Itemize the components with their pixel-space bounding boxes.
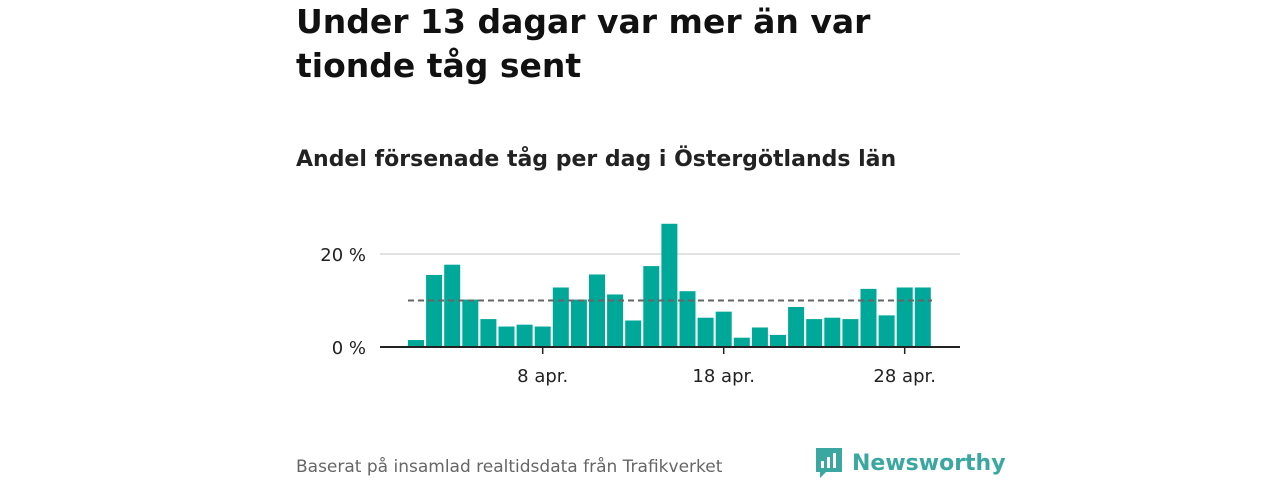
bar <box>570 299 587 347</box>
bar <box>408 340 424 347</box>
x-tick-label: 28 apr. <box>873 366 936 387</box>
bar <box>679 291 696 347</box>
bar <box>534 326 551 347</box>
bar <box>643 266 660 347</box>
bar <box>426 274 443 347</box>
bar <box>552 287 569 347</box>
bar <box>788 307 805 347</box>
x-tick-label: 18 apr. <box>692 366 755 387</box>
bar <box>860 288 877 347</box>
page-title: Under 13 dagar var mer än var tionde tåg… <box>296 2 871 85</box>
brand-name: Newsworthy <box>852 450 1006 476</box>
bar <box>607 294 624 347</box>
bar <box>625 320 642 347</box>
source-note: Baserat på insamlad realtidsdata från Tr… <box>296 457 723 477</box>
bar <box>914 287 931 347</box>
y-tick-label: 0 % <box>332 338 366 359</box>
bar <box>444 264 461 347</box>
chart-subtitle: Andel försenade tåg per dag i Östergötla… <box>296 147 897 172</box>
bar <box>751 327 768 347</box>
bar <box>498 326 515 347</box>
x-tick-label: 8 apr. <box>517 366 568 387</box>
bar <box>733 337 750 347</box>
bar <box>715 311 732 347</box>
bar <box>480 319 497 347</box>
bar <box>878 315 895 347</box>
bar <box>806 319 823 347</box>
bar <box>661 223 678 347</box>
y-tick-label: 20 % <box>320 245 366 266</box>
bar <box>896 287 913 347</box>
bar-chart-speech-bubble-icon <box>816 448 842 478</box>
bar <box>770 334 786 347</box>
bar <box>842 319 859 347</box>
bar <box>516 324 533 347</box>
bar <box>824 317 841 347</box>
bar <box>462 299 479 347</box>
bar <box>697 317 714 347</box>
bar <box>589 274 605 347</box>
brand-logo: Newsworthy <box>814 446 1006 480</box>
